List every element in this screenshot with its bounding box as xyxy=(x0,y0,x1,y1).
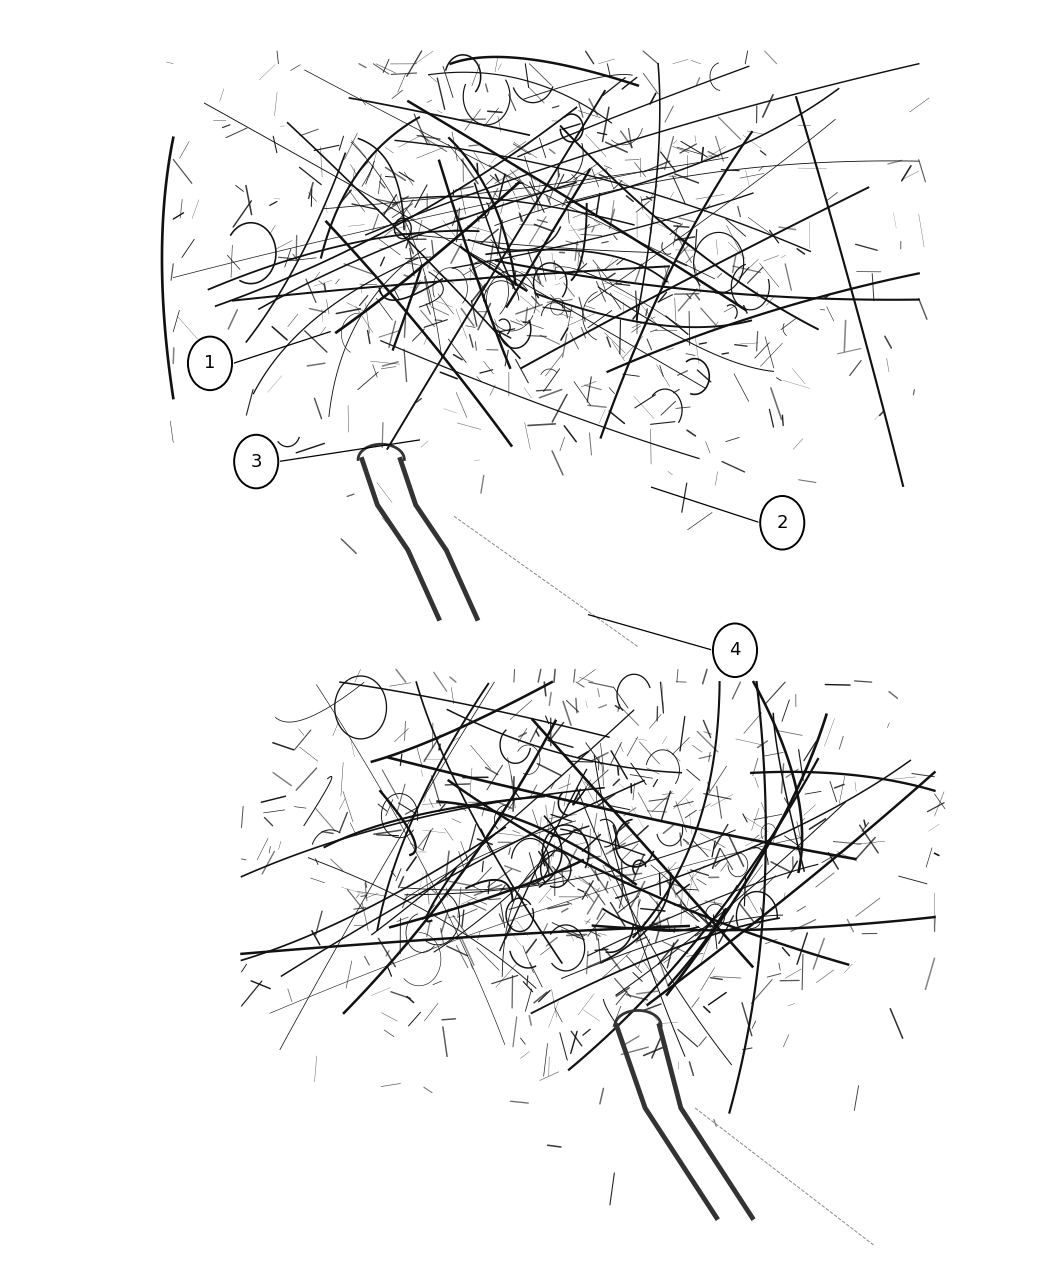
Circle shape xyxy=(713,623,757,677)
FancyBboxPatch shape xyxy=(231,669,945,1218)
Text: 3: 3 xyxy=(251,453,261,470)
Circle shape xyxy=(187,335,233,391)
FancyBboxPatch shape xyxy=(163,51,929,618)
Circle shape xyxy=(760,496,804,550)
Circle shape xyxy=(759,495,805,551)
Text: 1: 1 xyxy=(205,354,215,372)
Circle shape xyxy=(188,337,232,390)
Text: 4: 4 xyxy=(730,641,740,659)
Circle shape xyxy=(233,434,279,490)
Text: 2: 2 xyxy=(777,514,788,532)
Circle shape xyxy=(712,622,758,678)
Circle shape xyxy=(234,435,278,488)
